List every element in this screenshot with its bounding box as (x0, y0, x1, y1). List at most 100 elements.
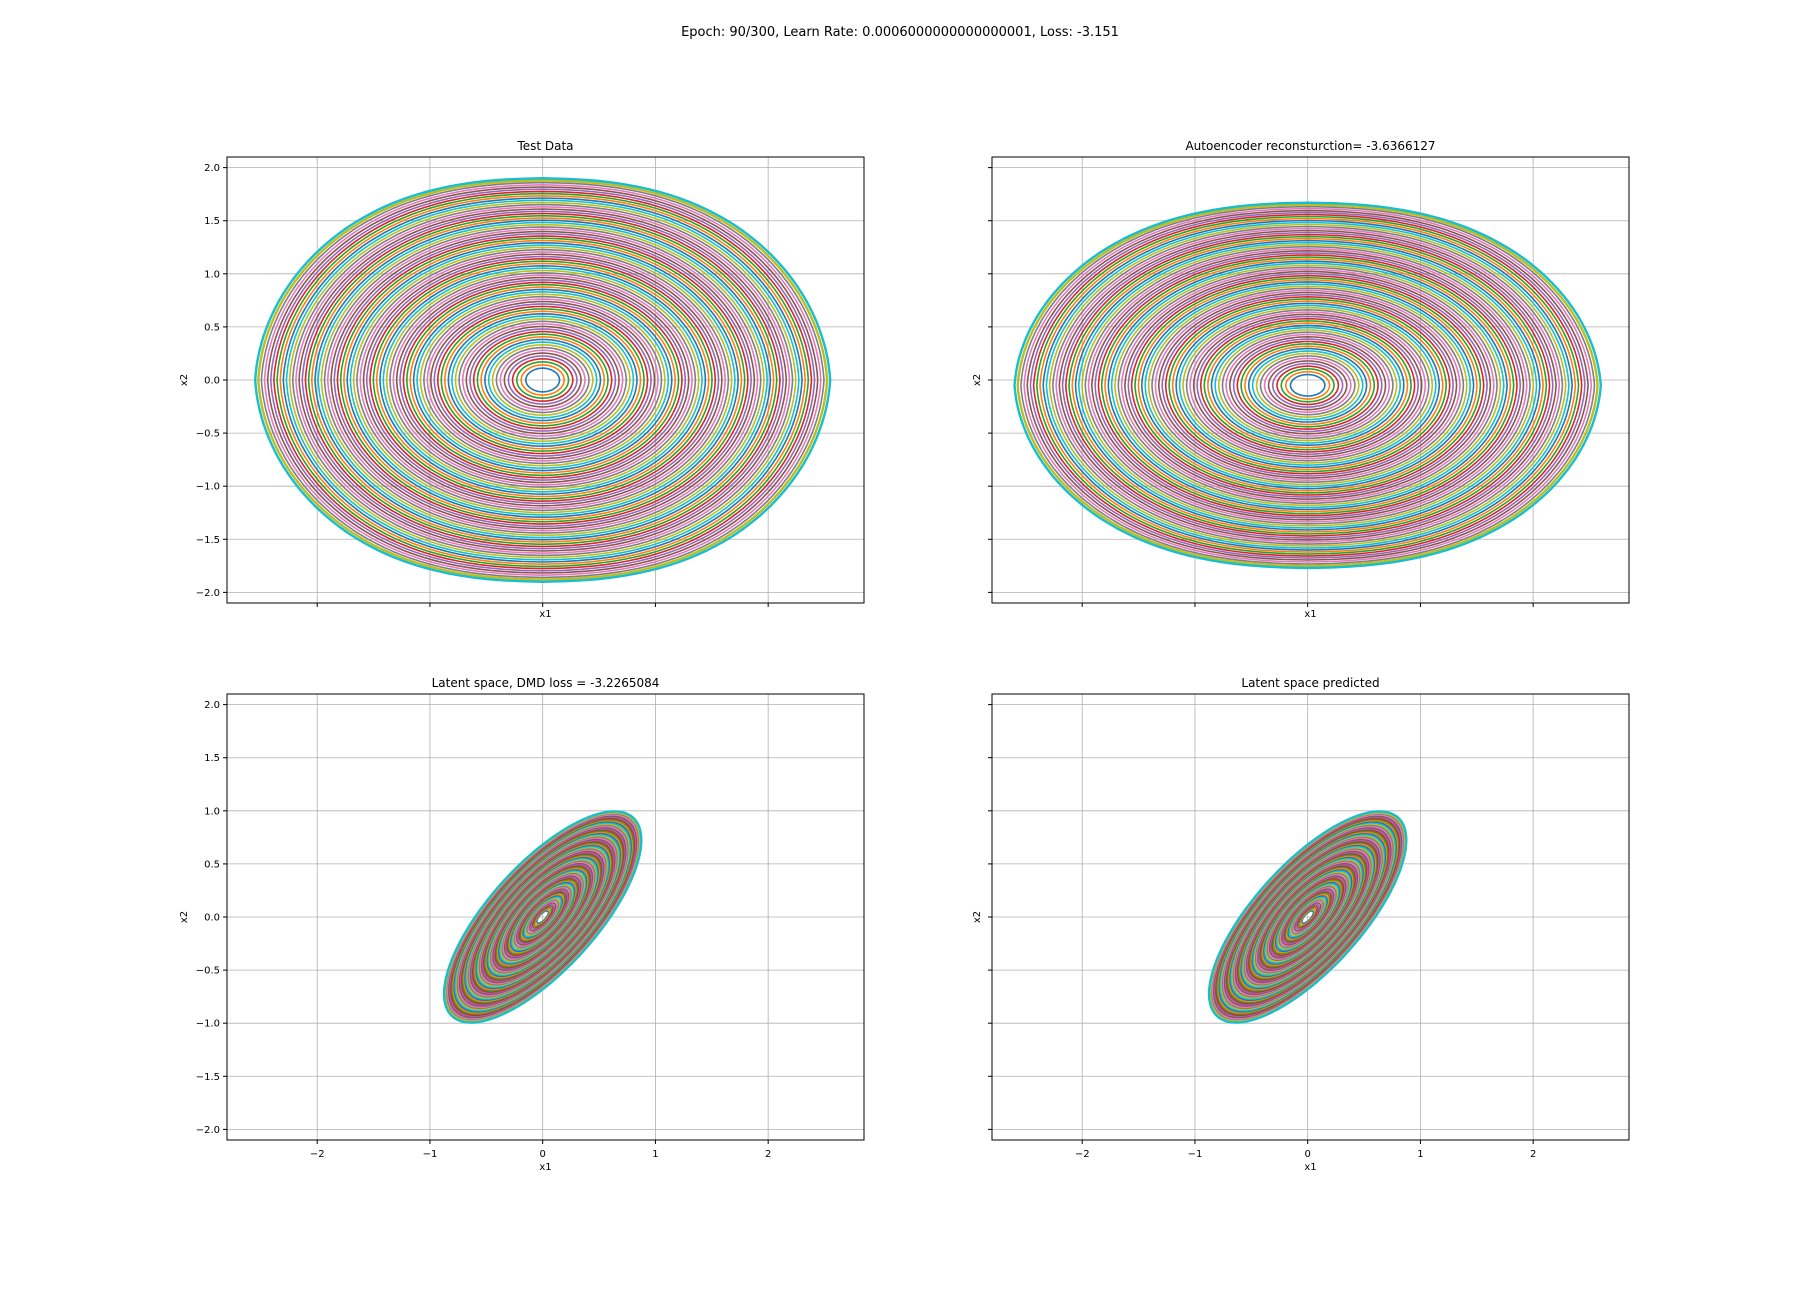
orbit-line (307, 214, 778, 546)
orbit-line (382, 267, 703, 493)
y-tick-label: 0.5 (204, 322, 220, 333)
orbit-line (465, 325, 620, 435)
orbit-line (1299, 908, 1316, 926)
x-axis-label: x1 (539, 1162, 551, 1173)
orbit-line (1276, 365, 1340, 406)
orbit-line (1032, 213, 1583, 557)
orbit-line (1182, 306, 1434, 464)
orbit-line (288, 201, 797, 559)
orbit-line (362, 253, 723, 507)
subplot-3: −2 −1 0 1 2 −2.0 −1.5 −1.0 −0.5 0.0 0.5 1.0 1.5 2.0 La… (179, 676, 865, 1173)
orbit-curves (1207, 810, 1408, 1024)
x-tick-label: 1 (1417, 1149, 1423, 1160)
y-tick-label: −2.0 (196, 588, 220, 599)
orbit-line (369, 258, 717, 502)
x-tick-label: −2 (310, 1149, 325, 1160)
x-tick-label: −2 (1075, 1149, 1090, 1160)
orbit-line (1071, 237, 1544, 533)
orbit-line (1104, 258, 1512, 513)
orbit-line (323, 226, 762, 534)
orbit-line (1175, 302, 1441, 469)
y-tick-label: −0.5 (196, 966, 220, 977)
orbit-line (1229, 336, 1387, 435)
orbit-line (1236, 340, 1379, 430)
orbit-line (1189, 311, 1427, 460)
orbit-line (270, 188, 816, 572)
orbit-line (1087, 248, 1528, 523)
orbit-line (503, 352, 582, 408)
orbit-line (1267, 360, 1348, 411)
orbit-line (1298, 906, 1318, 928)
orbit-line (507, 355, 578, 405)
orbit-line (395, 276, 690, 484)
x-tick-label: 1 (652, 1149, 658, 1160)
orbit-line (1248, 347, 1368, 423)
orbit-line (409, 286, 676, 474)
orbit-line (1114, 264, 1502, 507)
orbit-curves (254, 177, 832, 583)
x-tick-label: 2 (765, 1149, 771, 1160)
figure-suptitle: Epoch: 90/300, Learn Rate: 0.00060000000… (681, 25, 1119, 40)
orbit-line (339, 237, 746, 523)
orbit-line (304, 212, 781, 548)
orbit-line (1251, 350, 1364, 421)
orbit-line (1061, 231, 1554, 539)
orbit-line (356, 248, 730, 512)
y-tick-label: 0.0 (204, 376, 220, 387)
orbit-line (1058, 229, 1557, 541)
orbit-line (359, 251, 726, 509)
orbit-line (534, 908, 551, 926)
orbit-line (419, 293, 666, 467)
y-tick-label: 1.5 (204, 216, 220, 227)
orbit-line (1158, 291, 1458, 479)
orbit-line (1100, 256, 1515, 515)
orbit-line (458, 320, 628, 440)
y-tick-label: −1.0 (196, 482, 220, 493)
orbit-line (327, 228, 759, 532)
orbit-line (372, 260, 713, 500)
orbit-line (1127, 272, 1488, 498)
orbit-line (525, 367, 561, 393)
orbit-line (1154, 289, 1461, 481)
orbit-line (461, 323, 624, 437)
orbit-line (343, 239, 743, 521)
orbit-line (491, 344, 594, 416)
orbit-line (311, 217, 775, 543)
orbit-line (1137, 279, 1478, 492)
orbit-line (333, 232, 752, 528)
orbit-line (285, 199, 800, 561)
x-axis-label: x1 (1304, 1162, 1316, 1173)
orbit-line (451, 315, 635, 445)
orbit-line (1039, 217, 1577, 553)
orbit-line (1013, 201, 1602, 570)
orbit-line (1130, 274, 1485, 496)
orbit-line (1016, 203, 1599, 568)
subplot-title: Test Data (516, 139, 573, 153)
orbit-line (1271, 362, 1344, 408)
orbit-line (480, 336, 605, 424)
orbit-line (379, 265, 707, 495)
orbit-line (1196, 315, 1419, 455)
orbit-line (416, 291, 670, 469)
orbit-line (484, 338, 602, 422)
orbit-line (447, 313, 638, 447)
y-tick-label: 2.0 (204, 163, 220, 174)
orbit-line (1263, 357, 1352, 413)
orbit-line (1094, 252, 1522, 519)
orbit-line (314, 219, 772, 541)
orbit-line (254, 177, 832, 583)
orbit-line (1185, 309, 1430, 462)
orbit-line (426, 298, 659, 462)
orbit-line (1091, 250, 1525, 521)
orbit-line (1107, 260, 1508, 511)
orbit-line (276, 192, 810, 568)
orbit-line (476, 333, 609, 427)
subplots: −2.0 −1.5 −1.0 −0.5 0.0 0.5 1.0 1.5 2.0 Test Data… (179, 139, 1630, 1173)
orbit-line (1023, 207, 1593, 563)
orbit-line (402, 281, 683, 479)
orbit-line (320, 223, 765, 537)
x-axis-label: x1 (1304, 609, 1316, 620)
orbit-line (442, 810, 643, 1024)
orbit-line (1048, 223, 1567, 547)
